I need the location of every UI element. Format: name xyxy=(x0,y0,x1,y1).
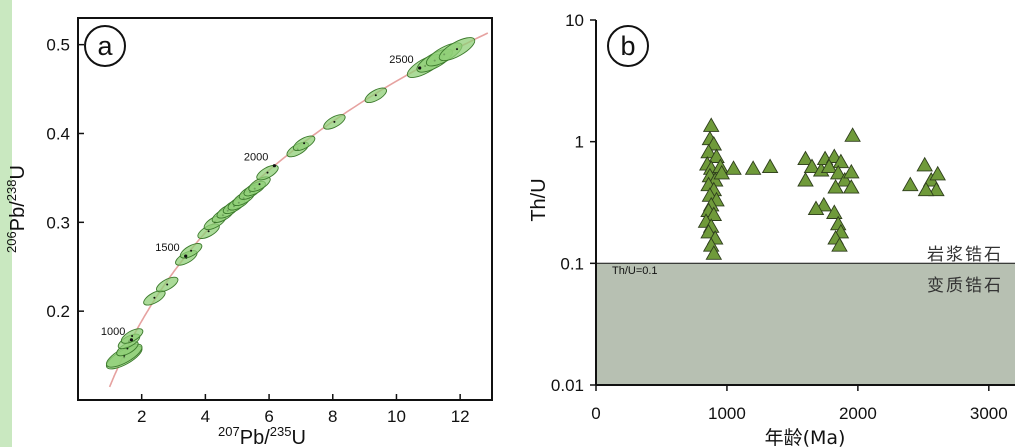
panel-a-badge: a xyxy=(84,25,126,67)
thu-point-52 xyxy=(928,181,945,197)
y-title-base2: U xyxy=(7,165,29,179)
thu-point-20 xyxy=(700,223,717,239)
panel-b-y-tick-label-0: 0.01 xyxy=(551,376,584,395)
ellipse-center-6 xyxy=(166,283,169,286)
threshold-label: Th/U=0.1 xyxy=(612,265,658,277)
panel-a-y-tick-label-2: 0.4 xyxy=(46,124,70,143)
thu-point-44 xyxy=(831,237,848,252)
concordia-age-label-2: 2000 xyxy=(244,152,268,164)
left-decoration-strip xyxy=(0,0,12,447)
metamorphic-zircon-label: 变质锆石 xyxy=(927,276,1003,296)
y-title-sup2: 238 xyxy=(4,180,19,202)
panel-b-x-tick-label-2: 2000 xyxy=(839,404,877,423)
panel-b-badge-circle xyxy=(607,25,649,67)
thu-point-51 xyxy=(929,165,946,181)
panel-b-x-axis-title: 年龄(Ma) xyxy=(765,427,846,447)
thu-point-48 xyxy=(902,176,919,192)
thu-point-29 xyxy=(797,171,814,187)
concordia-age-mark-1 xyxy=(184,254,188,258)
concordia-age-mark-3 xyxy=(418,66,422,70)
magmatic-zircon-label: 岩浆锆石 xyxy=(927,245,1003,265)
metamorphic-zone-shading xyxy=(596,263,1015,385)
panel-a-x-tick-label-1: 4 xyxy=(201,407,210,426)
panel-b-y-axis-title: Th/U xyxy=(528,178,550,221)
panel-b-badge: b xyxy=(607,25,649,67)
panel-a-badge-letter: a xyxy=(97,31,113,61)
panel-a-x-tick-label-5: 12 xyxy=(451,407,470,426)
panel-b-y-tick-label-1: 0.1 xyxy=(560,254,584,273)
x-title-base1: Pb/ xyxy=(240,427,270,447)
ellipse-center-19 xyxy=(266,171,269,174)
thu-point-36 xyxy=(836,171,854,187)
thu-point-24 xyxy=(713,164,730,180)
panel-a-frame xyxy=(77,17,493,401)
thu-point-0 xyxy=(702,117,720,132)
x-title-sup1: 207 xyxy=(218,424,240,439)
panel-a-x-tick-label-3: 8 xyxy=(328,407,337,426)
ellipse-center-9 xyxy=(207,230,210,233)
thu-point-27 xyxy=(797,150,814,166)
concordia-age-label-1: 1500 xyxy=(155,242,179,254)
thu-point-47 xyxy=(843,179,860,194)
panel-a-y-tick-label-0: 0.2 xyxy=(46,302,70,321)
panel-b-x-tick-label-1: 1000 xyxy=(708,404,746,423)
thu-point-33 xyxy=(832,153,850,169)
ellipse-center-4 xyxy=(131,335,134,337)
thu-point-37 xyxy=(827,179,844,194)
panel-a-y-tick-label-3: 0.5 xyxy=(46,36,70,55)
thu-point-39 xyxy=(807,200,825,216)
ellipse-center-8 xyxy=(190,249,193,252)
panel-a-y-tick-label-1: 0.3 xyxy=(46,213,70,232)
ellipse-center-23 xyxy=(374,94,377,97)
concordia-age-label-0: 1000 xyxy=(101,326,125,338)
panel-b-y-tick-label-3: 10 xyxy=(565,11,584,30)
x-title-sup2: 235 xyxy=(270,424,292,439)
ellipse-center-18 xyxy=(258,183,261,186)
thu-point-34 xyxy=(820,158,838,174)
x-title-base2: U xyxy=(291,427,305,447)
ellipse-center-21 xyxy=(303,142,306,145)
thu-point-23 xyxy=(705,245,723,260)
thu-point-45 xyxy=(844,127,861,142)
thu-point-28 xyxy=(803,158,821,174)
thu-point-26 xyxy=(761,158,779,174)
panel-b-badge-letter: b xyxy=(620,31,635,61)
thu-point-8 xyxy=(725,160,742,175)
thu-point-53 xyxy=(917,181,935,197)
thu-point-17 xyxy=(705,206,723,221)
panel-a-x-tick-label-0: 2 xyxy=(137,407,146,426)
thu-point-49 xyxy=(916,156,933,172)
thu-point-40 xyxy=(826,204,843,219)
ellipse-center-5 xyxy=(153,296,156,299)
thu-point-35 xyxy=(829,164,847,180)
y-title-sup1: 206 xyxy=(4,231,19,253)
panel-b-y-tick-label-2: 1 xyxy=(575,133,584,152)
panel-a-x-tick-label-4: 10 xyxy=(387,407,406,426)
panel-b-x-tick-label-0: 0 xyxy=(591,404,600,423)
panel-a-x-tick-label-2: 6 xyxy=(264,407,273,426)
y-title-base1: Pb/ xyxy=(7,201,29,231)
panel-a-x-axis-title: 207Pb/235U xyxy=(218,424,306,447)
thu-point-46 xyxy=(843,163,860,179)
concordia-age-mark-2 xyxy=(272,164,276,168)
panel-b-x-tick-label-3: 3000 xyxy=(970,404,1008,423)
panel-b-thu-plot: 0 1000 2000 3000 0.01 0.1 1 10 Th/U=0.1 岩浆锆石 变质… xyxy=(528,11,1015,447)
thu-point-25 xyxy=(744,160,762,175)
concordia-age-mark-0 xyxy=(129,338,133,342)
panel-a-y-axis-title: 206Pb/238U xyxy=(4,165,29,253)
panel-a-badge-circle xyxy=(84,25,126,67)
concordia-age-label-3: 2500 xyxy=(389,54,413,66)
ellipse-center-22 xyxy=(333,120,336,123)
thu-point-3 xyxy=(700,143,717,159)
ellipse-center-27 xyxy=(456,48,458,51)
